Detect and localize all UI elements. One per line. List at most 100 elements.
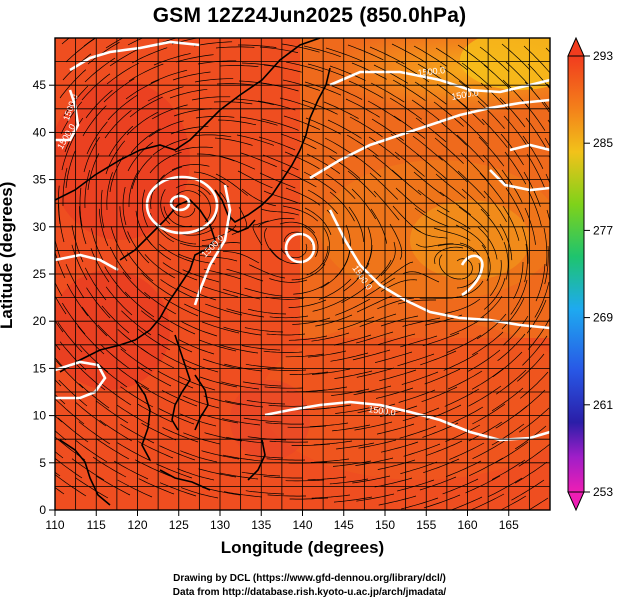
streamline [343, 262, 370, 292]
streamline [199, 254, 238, 262]
streamline [356, 367, 395, 378]
streamline [84, 267, 107, 301]
streamline [373, 190, 400, 221]
streamline [121, 310, 152, 336]
streamline [414, 207, 449, 227]
streamline [438, 254, 461, 280]
contour-label: 1500.0 [451, 87, 480, 102]
streamline [333, 496, 373, 503]
streamline [329, 65, 366, 81]
streamline [141, 272, 173, 297]
streamline [305, 117, 341, 135]
colorbar-ticks: 293 285 277 269 261 253 [584, 49, 613, 499]
streamline [307, 476, 347, 481]
streamline [220, 344, 259, 354]
streamline [203, 395, 242, 406]
streamline [311, 332, 350, 342]
colorbar-upper-arrow [567, 36, 585, 57]
streamline [393, 115, 426, 139]
streamline [55, 474, 87, 497]
streamline [497, 333, 526, 361]
streamline [158, 408, 195, 425]
streamline [193, 171, 229, 188]
streamline [301, 99, 338, 115]
streamline [174, 146, 213, 153]
streamline [304, 207, 332, 236]
streamline [527, 189, 542, 226]
streamline [392, 79, 426, 101]
streamline [181, 321, 218, 337]
streamline [97, 324, 127, 352]
streamline [263, 350, 303, 353]
streamline [521, 225, 529, 264]
streamline [352, 475, 391, 484]
streamline [81, 306, 108, 337]
streamline [175, 54, 214, 63]
streamline [260, 208, 299, 216]
streamline [521, 99, 546, 131]
streamline [269, 315, 309, 319]
x-tick-label: 115 [87, 518, 106, 532]
streamline [402, 317, 441, 327]
streamline [268, 404, 308, 407]
x-axis-ticks: 110 115 120 125 130 135 140 145 150 155 160 165 [45, 510, 519, 532]
streamline [307, 189, 338, 215]
coastlines [55, 38, 331, 506]
streamline [483, 277, 506, 310]
streamline [117, 479, 153, 498]
streamline [378, 333, 416, 345]
x-tick-label: 125 [169, 518, 189, 532]
streamline [515, 389, 546, 416]
streamline [150, 69, 188, 84]
streamline [318, 278, 352, 300]
streamline [522, 135, 544, 169]
streamline [215, 46, 255, 49]
streamline [55, 281, 63, 297]
streamline [55, 451, 64, 459]
streamline [281, 169, 317, 188]
streamline [285, 479, 325, 482]
streamline [252, 220, 269, 246]
streamline [323, 101, 359, 119]
streamline [61, 38, 70, 45]
streamline [519, 371, 549, 399]
streamline [75, 402, 107, 427]
streamline [235, 98, 274, 106]
streamline [501, 43, 531, 71]
streamline [332, 424, 371, 432]
streamline [238, 44, 277, 48]
streamline [292, 317, 331, 325]
y-tick-label: 30 [33, 220, 47, 234]
streamline [137, 366, 172, 387]
streamline [128, 63, 164, 82]
streamline [128, 170, 140, 207]
streamline [291, 263, 326, 281]
streamline [503, 115, 528, 147]
streamline [55, 430, 67, 441]
streamline [443, 352, 479, 371]
streamline [55, 457, 83, 479]
streamline [526, 153, 546, 189]
streamline [369, 46, 405, 65]
streamline [263, 476, 302, 479]
streamline [147, 86, 184, 102]
streamline [177, 468, 215, 481]
streamline [104, 266, 129, 298]
streamline [288, 299, 327, 308]
streamline [59, 341, 87, 371]
streamline [468, 385, 502, 407]
streamline [327, 119, 362, 139]
streamline [472, 439, 507, 460]
x-tick-label: 165 [499, 518, 519, 532]
streamline [110, 226, 128, 262]
streamline [433, 101, 464, 127]
streamline [514, 461, 548, 484]
streamline [397, 353, 435, 367]
streamline [81, 73, 111, 101]
streamline [215, 173, 248, 196]
streamline [495, 369, 527, 395]
streamline [326, 83, 363, 100]
streamline [397, 479, 435, 492]
streamline [199, 339, 237, 352]
streamline [193, 41, 233, 47]
